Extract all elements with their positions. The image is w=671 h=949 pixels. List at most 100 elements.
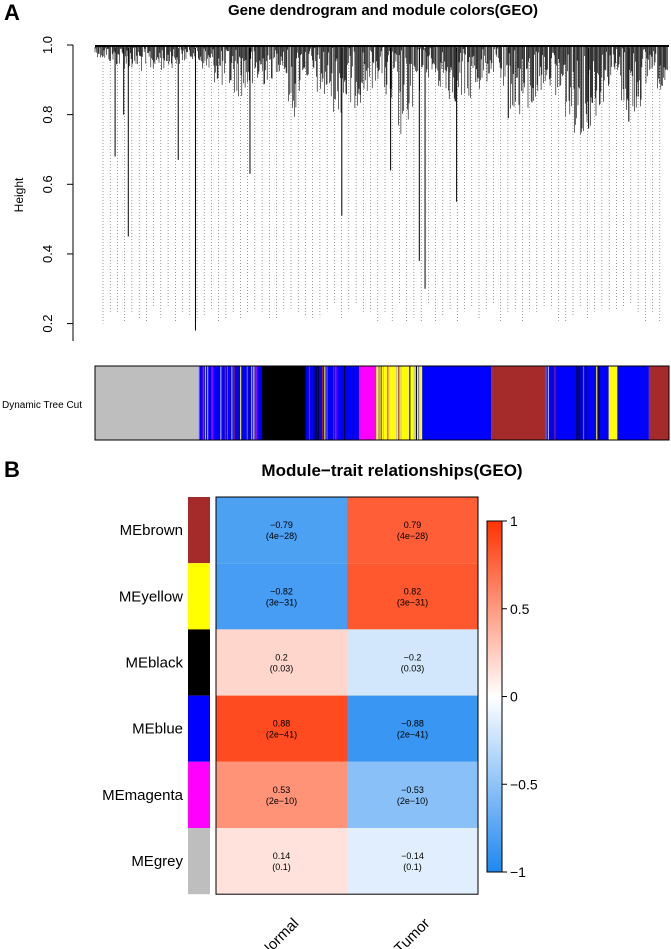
row-color-swatch-MEyellow <box>188 563 210 630</box>
module-segment-brown <box>491 366 546 440</box>
module-segment-black <box>261 366 305 440</box>
module-stripe <box>315 366 317 440</box>
module-stripe <box>322 366 324 440</box>
module-stripe <box>400 366 402 440</box>
y-tick-label: 0.8 <box>40 106 55 124</box>
row-color-swatch-MEmagenta <box>188 761 210 828</box>
module-stripe <box>224 366 226 440</box>
y-tick-label: 0.4 <box>40 245 55 263</box>
panel-b-title: Module−trait relationships(GEO) <box>261 461 522 480</box>
heatmap-cell <box>347 563 478 630</box>
row-label: MEbrown <box>120 522 183 539</box>
cell-pvalue: (0.1) <box>272 862 291 872</box>
row-label: MEblue <box>132 721 183 738</box>
heatmap-frame <box>215 496 479 895</box>
legend-tick-label: 0 <box>510 689 518 705</box>
dendrogram-dotted-leaves <box>102 62 661 324</box>
module-segment-blue <box>304 366 360 440</box>
module-stripe <box>240 366 242 440</box>
cell-pvalue: (0.03) <box>270 664 294 674</box>
column-label: Normal <box>256 915 302 949</box>
cell-value: −0.88 <box>401 719 424 729</box>
module-stripe <box>598 366 600 440</box>
module-stripe <box>545 366 547 440</box>
cell-value: 0.79 <box>404 520 422 530</box>
cell-value: 0.14 <box>273 851 291 861</box>
module-stripe <box>202 366 204 440</box>
heatmap-cell <box>216 761 347 828</box>
heatmap-cell <box>216 497 347 564</box>
row-color-swatch-MEblack <box>188 629 210 696</box>
module-stripe <box>198 366 200 440</box>
module-stripe <box>576 366 578 440</box>
y-tick-label: 0.6 <box>40 175 55 193</box>
cell-value: −0.2 <box>404 653 422 663</box>
cell-pvalue: (4e−28) <box>397 531 428 541</box>
color-bar-label: Dynamic Tree Cut <box>2 400 82 411</box>
y-tick-label: 0.2 <box>40 315 55 333</box>
dendrogram-branches <box>94 45 669 135</box>
module-stripe <box>380 366 382 440</box>
module-stripe <box>344 366 346 440</box>
legend-tick-label: −0.5 <box>510 776 538 792</box>
dendrogram-y-axis: 0.2 0.4 0.6 0.8 1.0 Height <box>12 36 74 341</box>
heatmap-cell <box>216 629 347 696</box>
cell-pvalue: (3e−31) <box>397 597 428 607</box>
module-segment-brown <box>648 366 669 440</box>
module-stripe <box>404 366 406 440</box>
module-stripe <box>398 366 400 440</box>
module-segment-yellow <box>608 366 618 440</box>
module-color-bar <box>95 366 669 440</box>
cell-value: −0.53 <box>401 785 424 795</box>
module-stripe <box>352 366 355 440</box>
y-axis-label: Height <box>12 177 26 212</box>
module-stripe <box>207 366 209 440</box>
cell-value: 0.82 <box>404 586 422 596</box>
module-stripe <box>333 366 335 440</box>
module-stripe <box>255 366 257 440</box>
module-trait-heatmap: MEbrown −0.79(4e−28)0.79(4e−28)MEyellow −0… <box>102 496 479 949</box>
module-stripe <box>304 366 306 440</box>
module-stripe <box>233 366 235 440</box>
module-stripe <box>396 366 398 440</box>
module-stripe <box>253 366 255 440</box>
y-tick-label: 1.0 <box>40 36 55 54</box>
cell-pvalue: (3e−31) <box>266 597 297 607</box>
module-stripe <box>211 366 213 440</box>
module-segment-blue <box>422 366 492 440</box>
module-stripe <box>326 366 328 440</box>
cell-pvalue: (4e−28) <box>266 531 297 541</box>
module-stripe <box>582 366 585 440</box>
row-label: MEmagenta <box>102 787 184 804</box>
heatmap-cell <box>347 761 478 828</box>
row-color-swatch-MEbrown <box>188 497 210 564</box>
module-stripe <box>226 366 229 440</box>
legend-tick-label: 1 <box>510 513 518 529</box>
cell-value: −0.82 <box>270 586 293 596</box>
heatmap-cell <box>347 629 478 696</box>
cell-value: 0.53 <box>273 785 291 795</box>
module-stripe <box>324 366 326 440</box>
panel-b-letter: B <box>4 457 20 482</box>
module-stripe <box>204 366 207 440</box>
cell-pvalue: (0.03) <box>401 664 425 674</box>
module-stripe <box>585 366 587 440</box>
row-color-swatch-MEgrey <box>188 828 210 895</box>
cell-value: 0.2 <box>275 653 288 663</box>
panel-a-title: Gene dendrogram and module colors(GEO) <box>228 2 538 19</box>
row-label: MEblack <box>125 655 183 672</box>
module-stripe <box>409 366 411 440</box>
heatmap-cell <box>216 563 347 630</box>
module-stripe <box>387 366 389 440</box>
legend-tick-label: 0.5 <box>510 601 530 617</box>
cell-value: −0.14 <box>401 851 424 861</box>
cell-value: −0.79 <box>270 520 293 530</box>
module-stripe <box>231 366 233 440</box>
legend-tick-label: −1 <box>510 864 526 880</box>
heatmap-cell <box>347 695 478 762</box>
heatmap-cell <box>216 695 347 762</box>
cell-pvalue: (2e−10) <box>397 796 428 806</box>
module-segment-blue <box>617 366 649 440</box>
y-ticks: 0.2 0.4 0.6 0.8 1.0 <box>40 36 73 333</box>
